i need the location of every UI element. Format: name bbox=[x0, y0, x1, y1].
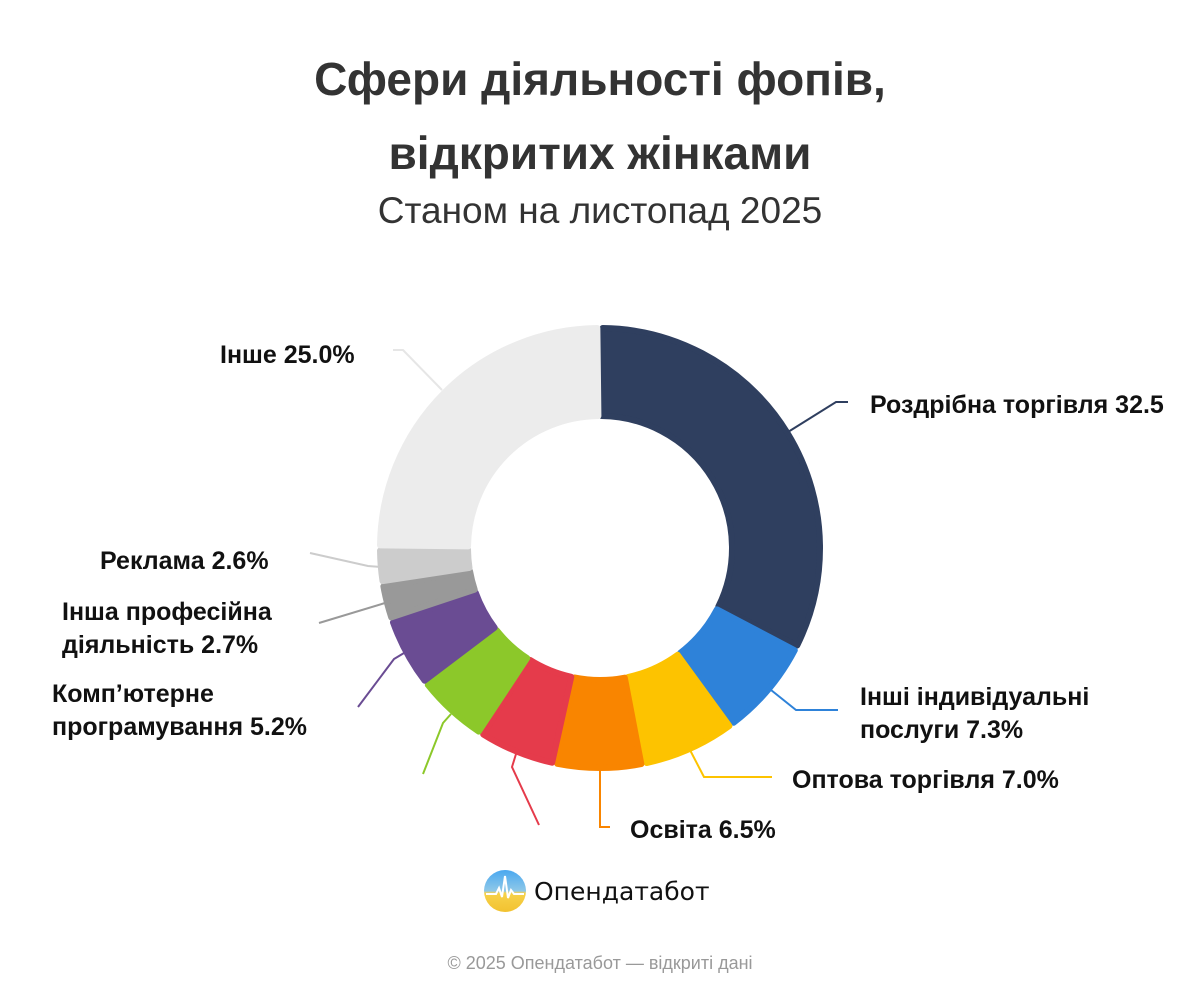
donut-slice[interactable] bbox=[480, 656, 575, 766]
leader-line-other-services bbox=[770, 689, 838, 711]
leader-line-red bbox=[510, 753, 540, 826]
logo-text: Опендатабот bbox=[534, 876, 710, 906]
label-other-services-line1: Інші індивідуальні bbox=[860, 683, 1090, 711]
leader-line-ads bbox=[309, 552, 382, 568]
label-programming-line1: Комп’ютерне bbox=[52, 680, 214, 708]
leader-lines bbox=[309, 349, 848, 828]
donut-slice[interactable] bbox=[424, 627, 531, 735]
label-wholesale: Оптова торгівля 7.0% bbox=[792, 766, 1059, 794]
label-other-services-line2: послуги 7.3% bbox=[860, 716, 1024, 744]
label-ads: Реклама 2.6% bbox=[100, 547, 269, 575]
chart-title-line-2: відкритих жінками bbox=[388, 127, 812, 179]
label-retail: Роздрібна торгівля 32.5 bbox=[870, 391, 1164, 419]
leader-line-programming bbox=[357, 652, 405, 708]
donut-slices bbox=[377, 325, 823, 771]
footer-copyright: © 2025 Опендатабот — відкриті дані bbox=[447, 953, 753, 973]
label-prof-line2: діяльність 2.7% bbox=[62, 631, 259, 659]
opendatabot-logo: Опендатабот bbox=[484, 870, 710, 912]
donut-slice[interactable] bbox=[380, 568, 478, 621]
label-programming-line2: програмування 5.2% bbox=[52, 713, 307, 741]
donut-slice[interactable] bbox=[624, 651, 733, 767]
donut-slice[interactable] bbox=[554, 674, 645, 771]
label-programming: Комп’ютерне програмування 5.2% bbox=[52, 678, 307, 744]
leader-line-retail bbox=[787, 401, 848, 433]
label-other: Інше 25.0% bbox=[220, 341, 355, 369]
leader-line-other bbox=[393, 349, 443, 391]
label-prof: Інша професійна діяльність 2.7% bbox=[62, 596, 272, 662]
label-other-services: Інші індивідуальні послуги 7.3% bbox=[860, 681, 1089, 747]
donut-slice[interactable] bbox=[598, 325, 823, 649]
label-prof-line1: Інша професійна bbox=[62, 598, 272, 626]
donut-slice[interactable] bbox=[677, 606, 798, 726]
donut-slice[interactable] bbox=[377, 325, 602, 550]
leader-line-prof bbox=[318, 602, 386, 624]
label-education: Освіта 6.5% bbox=[630, 816, 776, 844]
opendatabot-logo-icon bbox=[484, 870, 526, 912]
chart-title-line-1: Сфери діяльності фопів, bbox=[314, 53, 886, 105]
leader-line-education bbox=[599, 771, 610, 828]
donut-slice[interactable] bbox=[389, 589, 498, 684]
chart-subtitle: Станом на листопад 2025 bbox=[377, 190, 823, 231]
leader-line-green bbox=[422, 713, 452, 775]
leader-line-wholesale bbox=[689, 749, 772, 778]
donut-slice[interactable] bbox=[377, 546, 473, 585]
